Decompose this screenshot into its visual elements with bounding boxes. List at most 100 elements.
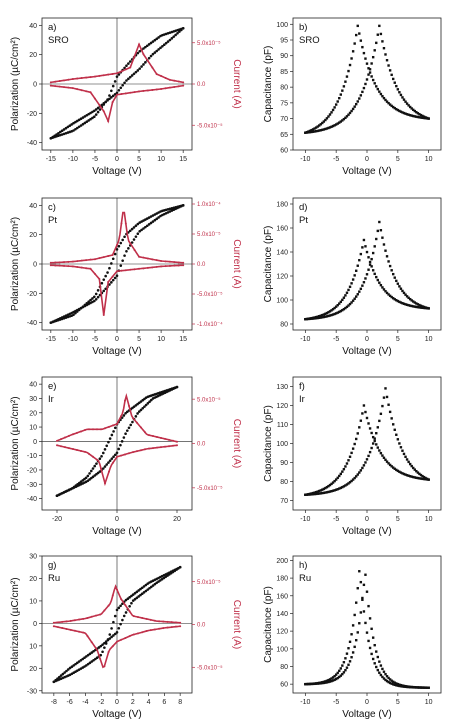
capacitance-point (376, 33, 379, 36)
capacitance-point (321, 491, 324, 495)
capacitance-point (334, 123, 338, 126)
capacitance-point (365, 590, 369, 593)
polarization-point (111, 257, 115, 261)
capacitance-point (364, 245, 367, 248)
polarization-point (91, 467, 95, 470)
y-tick-label: 90 (280, 460, 288, 467)
y2-tick-label: -5.0x10⁻⁵ (197, 291, 223, 298)
capacitance-point (371, 78, 375, 82)
current-point (107, 650, 110, 653)
polarization-point (108, 266, 111, 270)
polarization-point (157, 216, 160, 219)
y-tick-label: 20 (29, 666, 37, 673)
polarization-point (144, 583, 148, 587)
current-point (164, 445, 166, 448)
current-point (90, 641, 93, 644)
x-tick-label: 5 (396, 156, 400, 163)
current-point (124, 269, 127, 272)
y2-tick-label: 0.0 (197, 623, 206, 629)
current-point (76, 88, 79, 91)
y-tick-label: 120 (276, 403, 288, 410)
capacitance-point (313, 491, 316, 494)
polarization-point (88, 661, 92, 665)
current-point (176, 444, 178, 447)
capacitance-point (367, 639, 370, 643)
polarization-point (134, 235, 138, 238)
capacitance-point (355, 639, 358, 642)
current-point (96, 458, 98, 461)
capacitance-point (392, 680, 395, 683)
current-point (54, 85, 57, 88)
capacitance-point (322, 681, 326, 685)
capacitance-point (361, 90, 364, 94)
capacitance-point (310, 317, 313, 320)
y-tick-label: 10 (29, 425, 37, 432)
current-point (156, 436, 158, 438)
x-tick-label: -5 (92, 336, 98, 343)
polarization-point (107, 440, 110, 444)
polarization-point (124, 611, 128, 614)
x-tick-label: -20 (52, 516, 62, 523)
capacitance-point (390, 269, 393, 272)
capacitance-point (319, 314, 322, 317)
polarization-point (174, 33, 177, 37)
panel-b: -10 -5 0 5 10 60 65 70 75 80 85 90 95 100 Voltage (V) C… (263, 17, 442, 177)
capacitance-point (418, 472, 421, 476)
current-point (71, 87, 74, 90)
capacitance-point (385, 395, 389, 399)
polarization-point (76, 661, 79, 665)
current-point (57, 621, 60, 624)
polarization-point (151, 52, 155, 56)
capacitance-point (313, 317, 316, 320)
current-point (177, 261, 180, 264)
current-point (142, 89, 145, 92)
current-point (73, 619, 76, 622)
capacitance-point (364, 277, 367, 280)
capacitance-point (305, 131, 309, 134)
current-point (138, 43, 141, 46)
capacitance-point (307, 493, 310, 496)
capacitance-point (422, 115, 426, 118)
current-point (173, 85, 176, 88)
capacitance-point (424, 476, 427, 480)
current-point (146, 257, 149, 260)
capacitance-point (381, 667, 384, 671)
x-tick-label: 0 (115, 156, 119, 163)
polarization-point (140, 65, 143, 68)
capacitance-point (392, 423, 395, 426)
capacitance-point (419, 473, 423, 477)
capacitance-point (330, 111, 333, 114)
current-point (93, 258, 96, 261)
current-point (182, 261, 185, 264)
polarization-point (134, 70, 138, 74)
polarization-point (83, 121, 87, 125)
current-point (61, 620, 64, 623)
capacitance-point (327, 484, 330, 488)
capacitance-point (358, 426, 361, 429)
capacitance-point (427, 117, 430, 120)
current-point (102, 314, 105, 316)
current-point (78, 630, 81, 633)
capacitance-point (319, 492, 322, 495)
current-point (89, 267, 92, 270)
y2-tick-label: 5.0x10⁻⁵ (197, 40, 221, 47)
current-point (102, 74, 105, 77)
capacitance-point (341, 298, 344, 302)
y-tick-label: -10 (27, 453, 37, 460)
capacitance-point (424, 686, 427, 689)
y2-tick-label: -5.0x10⁻⁵ (197, 665, 223, 672)
polarization-point (120, 440, 124, 443)
capacitance-point (405, 113, 409, 116)
capacitance-point (405, 102, 409, 105)
panel-h: -10 -5 0 5 10 60 80 100 120 140 160 180 200 Voltage (… (263, 555, 442, 719)
y-tick-label: 65 (280, 132, 288, 139)
polarization-point (132, 238, 136, 241)
capacitance-point (415, 302, 418, 305)
capacitance-point (356, 24, 359, 28)
y-tick-label: 10 (29, 598, 37, 605)
y-tick-label: -40 (27, 320, 37, 327)
y-tick-label: 80 (280, 664, 288, 671)
polarization-point (135, 590, 139, 594)
capacitance-point (410, 107, 413, 110)
capacitance-point (361, 45, 364, 49)
